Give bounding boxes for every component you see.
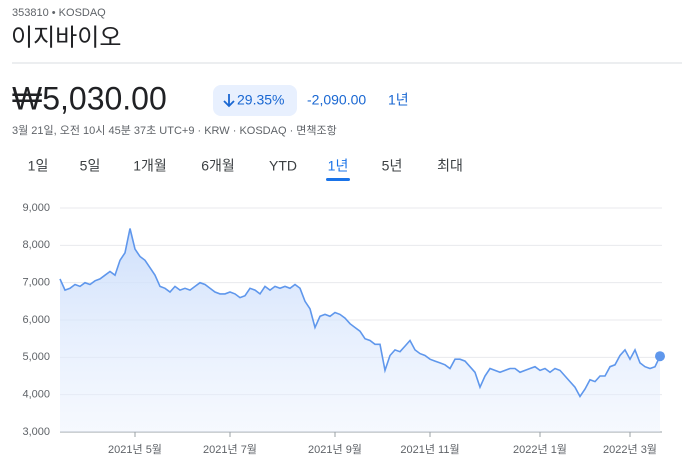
ticker: 353810 • KOSDAQ	[12, 7, 106, 19]
y-tick-label: 3,000	[22, 426, 50, 438]
x-tick-label: 2021년 7월	[203, 443, 257, 456]
price-line	[59, 228, 661, 399]
quote-info: 3월 21일, 오전 10시 45분 37초 UTC+9 · KRW · KOS…	[12, 123, 337, 137]
x-tick-label: 2021년 9월	[308, 443, 362, 456]
y-tick-label: 5,000	[22, 351, 50, 363]
range-tab[interactable]: 1개월	[133, 158, 167, 174]
range-tab[interactable]: YTD	[269, 158, 297, 174]
price-chart: 3,000 4,000 5,000 6,000 7,000 8,000 9,000 2021년…	[22, 202, 665, 456]
x-tick-label: 2021년 11월	[400, 443, 459, 456]
x-tick-label: 2021년 5월	[108, 443, 162, 456]
y-tick-label: 4,000	[22, 389, 50, 401]
range-tabs: 1일 5일 1개월 6개월 YTD 1년 5년 최대	[28, 158, 463, 181]
down-arrow	[223, 94, 235, 108]
y-tick-label: 9,000	[22, 202, 50, 214]
range-tab[interactable]: 5일	[80, 158, 101, 174]
price: ₩5,030.00	[12, 80, 167, 116]
active-tab-underline	[326, 178, 350, 181]
x-tick-label: 2022년 3월	[603, 443, 657, 456]
range-tab[interactable]: 5년	[382, 158, 403, 174]
area-fill	[60, 228, 660, 432]
company-name: 이지바이오	[11, 24, 121, 51]
x-tick-label: 2022년 1월	[513, 443, 567, 456]
range-tab[interactable]: 1일	[28, 158, 49, 174]
y-tick-label: 6,000	[22, 314, 50, 326]
range-tab[interactable]: 최대	[437, 158, 463, 174]
last-point	[655, 351, 665, 362]
change-percent: 29.35%	[237, 92, 284, 108]
change-badge	[213, 85, 297, 116]
range-tab[interactable]: 6개월	[201, 158, 235, 174]
y-tick-label: 7,000	[22, 277, 50, 289]
y-tick-label: 8,000	[22, 239, 50, 251]
change-period: 1년	[388, 92, 409, 108]
change-amount: -2,090.00	[307, 92, 366, 108]
range-tab[interactable]: 1년	[328, 158, 349, 174]
